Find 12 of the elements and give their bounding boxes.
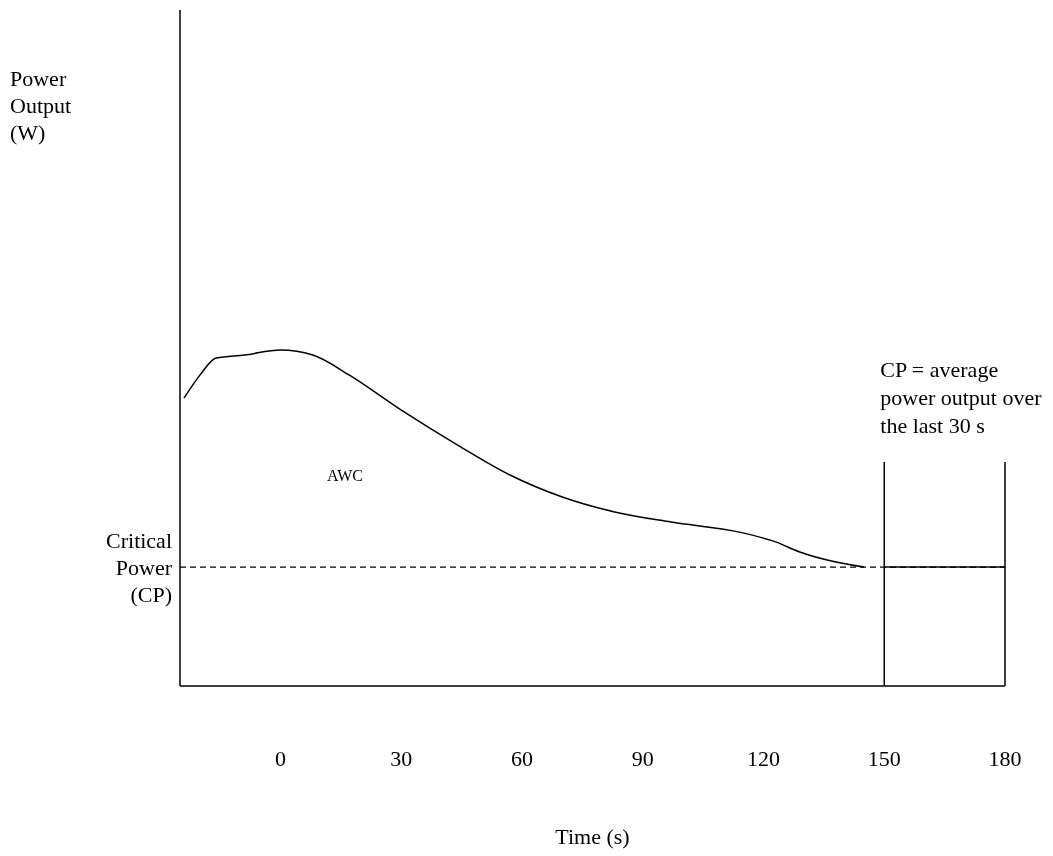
text: Power Output (W): [10, 66, 72, 145]
x-tick-label: 30: [390, 746, 413, 771]
annotation: AWC: [326, 467, 364, 485]
ref-line-label: Critical Power (CP): [106, 528, 173, 608]
x-tick-label: 150: [867, 746, 901, 771]
x-tick-label: 120: [747, 746, 781, 771]
x-axis-title: Time (s): [555, 824, 630, 849]
x-tick-label: 0: [275, 746, 287, 771]
ref-line-label: CP = average power output over the last 30 s: [880, 356, 1043, 438]
x-tick-label: 180: [988, 746, 1022, 771]
x-tick-label: 60: [511, 746, 534, 771]
x-tick-label: 90: [631, 746, 654, 771]
